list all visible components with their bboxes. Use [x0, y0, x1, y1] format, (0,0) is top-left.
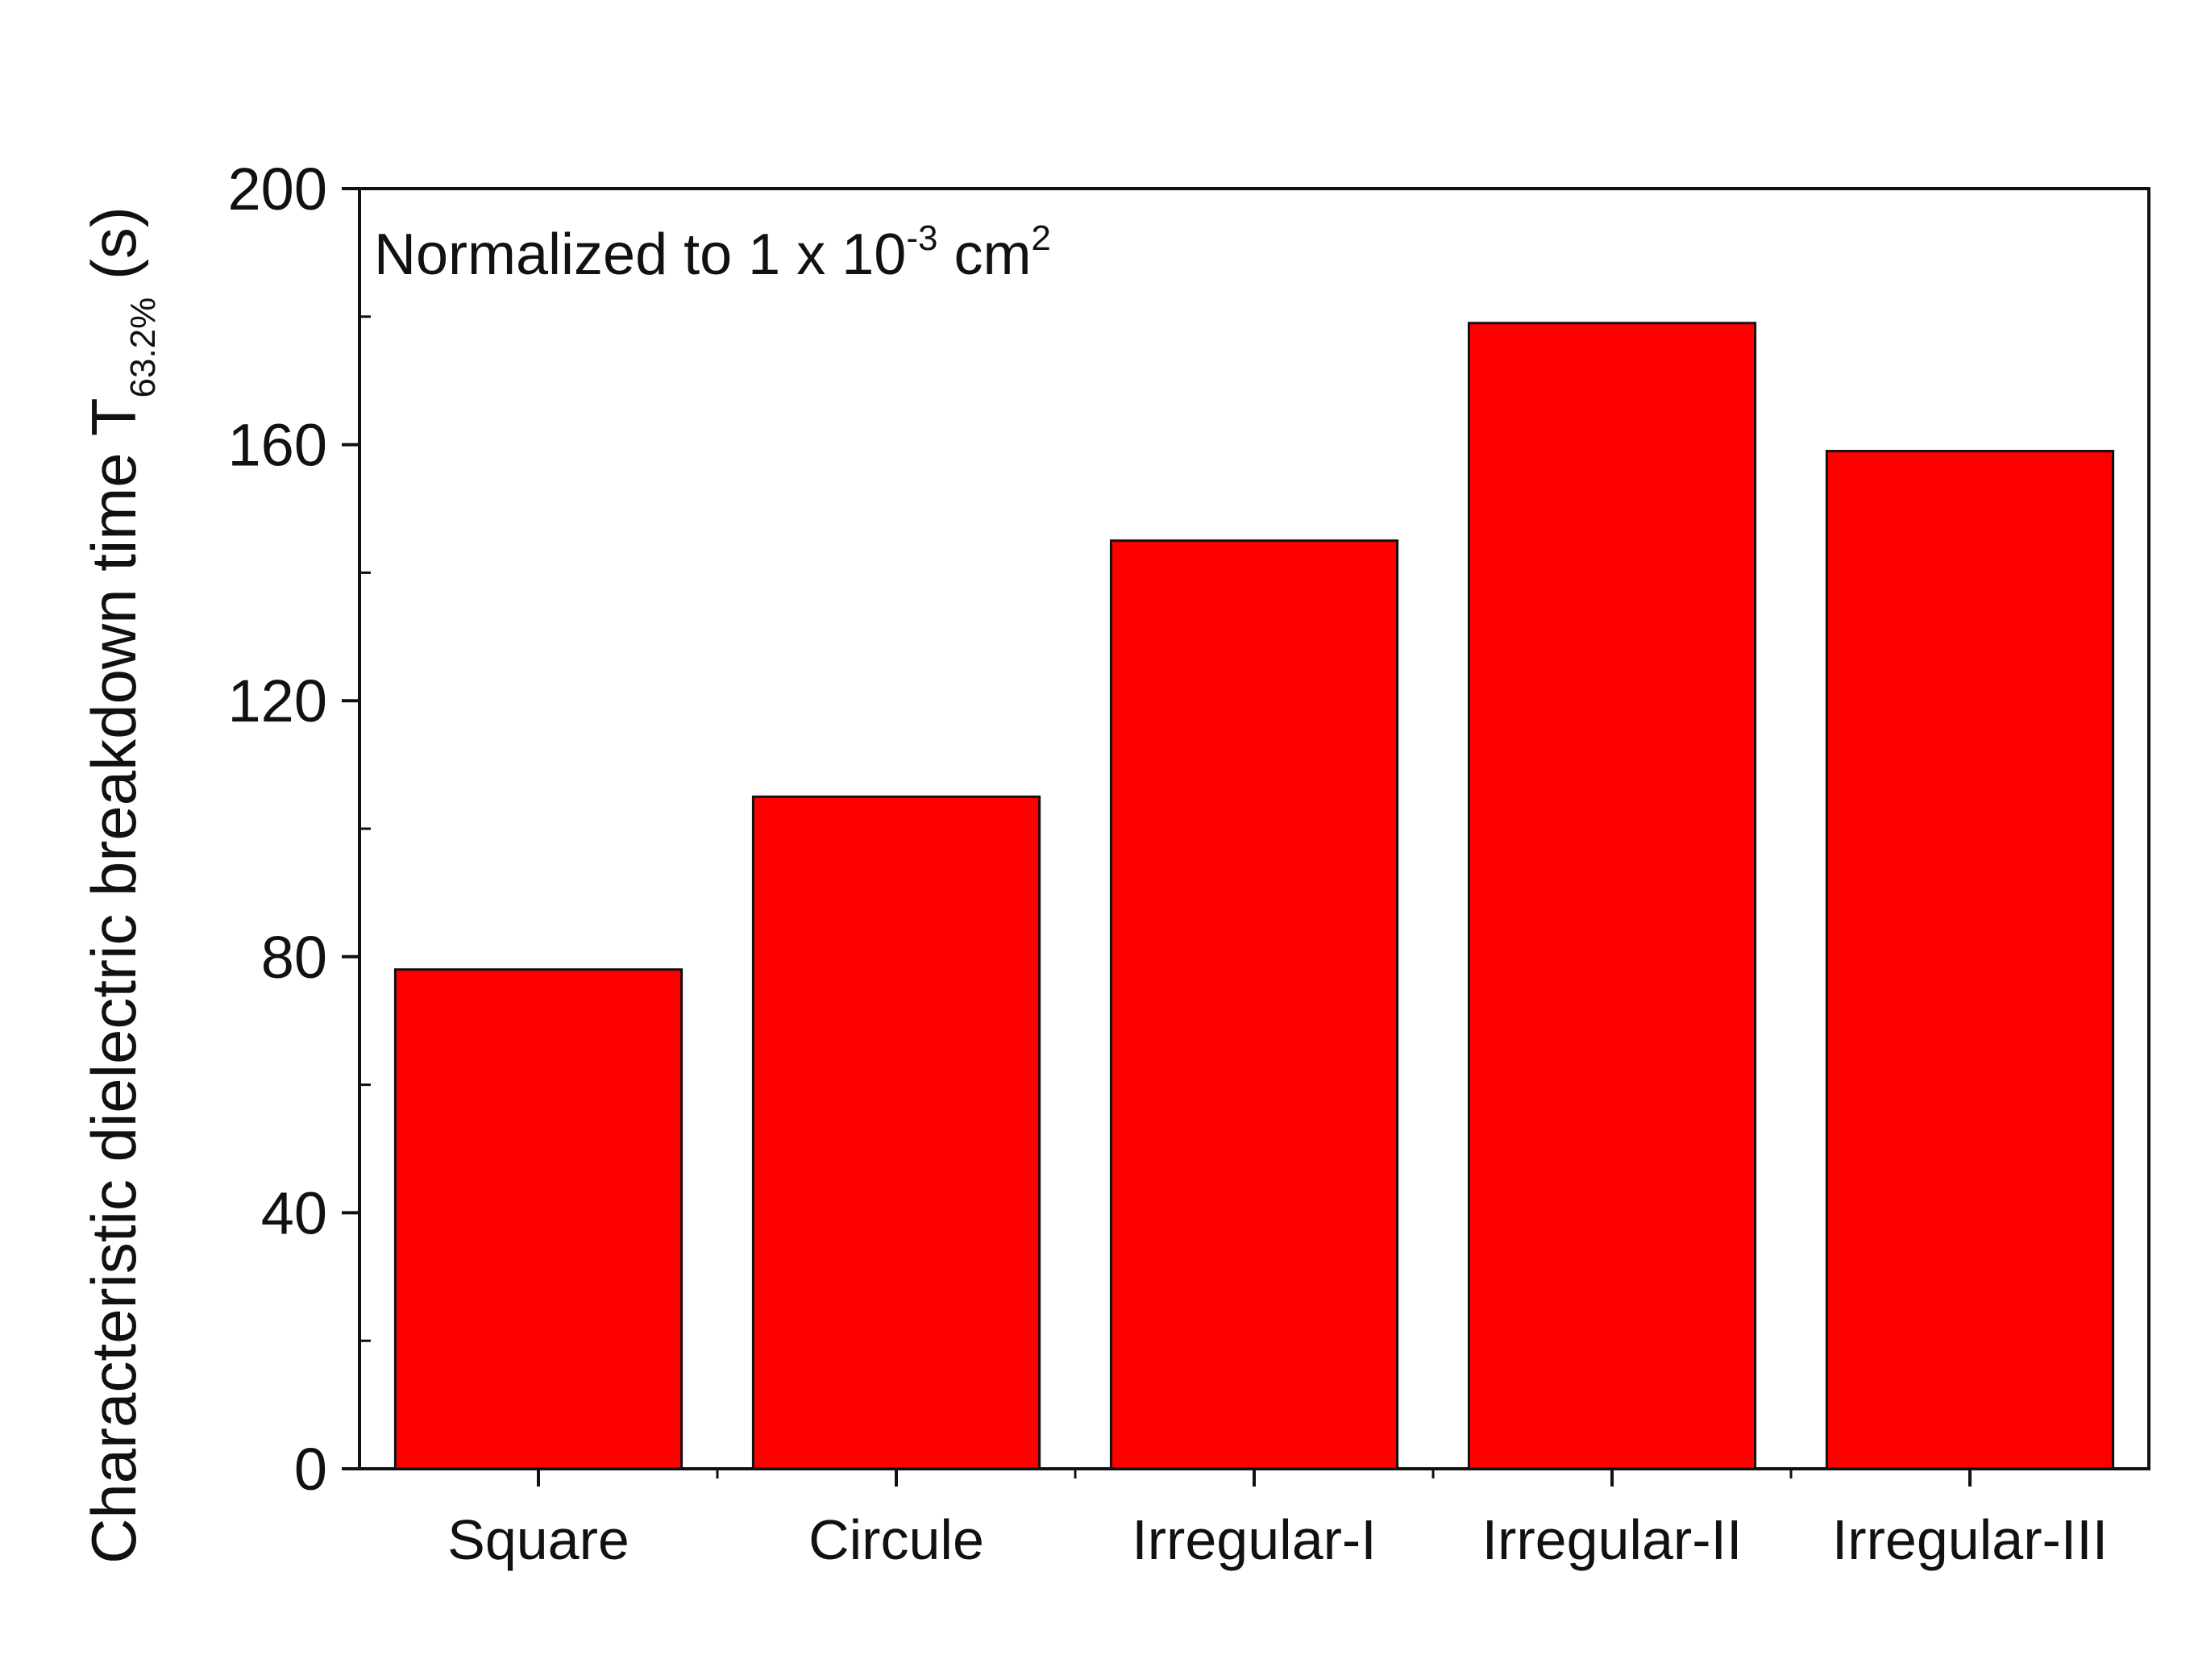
x-tick-label-irregular-ii: Irregular-II [1482, 1508, 1743, 1571]
x-axis-ticks: Square Circule Irregular-I Irregular-II Irre… [447, 1469, 2108, 1571]
x-tick-label-irregular-iii: Irregular-III [1832, 1508, 2108, 1571]
annotation-exponent: -3 [906, 218, 937, 258]
y-axis-title-main: Characteristic dielectric breakdown time… [78, 397, 149, 1563]
annotation-prefix: Normalized to 1 x 10 [374, 222, 906, 287]
y-axis-title: Characteristic dielectric breakdown time… [78, 206, 163, 1564]
y-axis-title-unit: (s) [78, 206, 149, 297]
normalization-annotation: Normalized to 1 x 10-3 cm2 [374, 218, 1051, 287]
annotation-unit-exponent: 2 [1031, 218, 1050, 258]
bar-circule [751, 795, 1041, 1470]
y-tick-label-160: 160 [228, 412, 327, 479]
y-tick-label-120: 120 [228, 667, 327, 734]
y-tick-label-0: 0 [294, 1436, 327, 1503]
y-tick-label-200: 200 [228, 156, 327, 222]
bars-group [393, 322, 2115, 1470]
annotation-unit: cm [937, 222, 1031, 287]
y-tick-label-40: 40 [261, 1179, 327, 1246]
bar-irregular-ii [1467, 322, 1757, 1470]
y-axis-title-subscript: 63.2% [123, 297, 163, 398]
bar-irregular-iii [1825, 450, 2115, 1470]
x-tick-label-circule: Circule [808, 1508, 984, 1571]
y-tick-label-80: 80 [261, 924, 327, 991]
x-tick-label-square: Square [447, 1508, 630, 1571]
x-tick-label-irregular-i: Irregular-I [1132, 1508, 1376, 1571]
bar-irregular-i [1109, 539, 1399, 1470]
y-axis-ticks: 0 40 80 120 160 200 [228, 156, 371, 1503]
bar-square [393, 968, 684, 1470]
